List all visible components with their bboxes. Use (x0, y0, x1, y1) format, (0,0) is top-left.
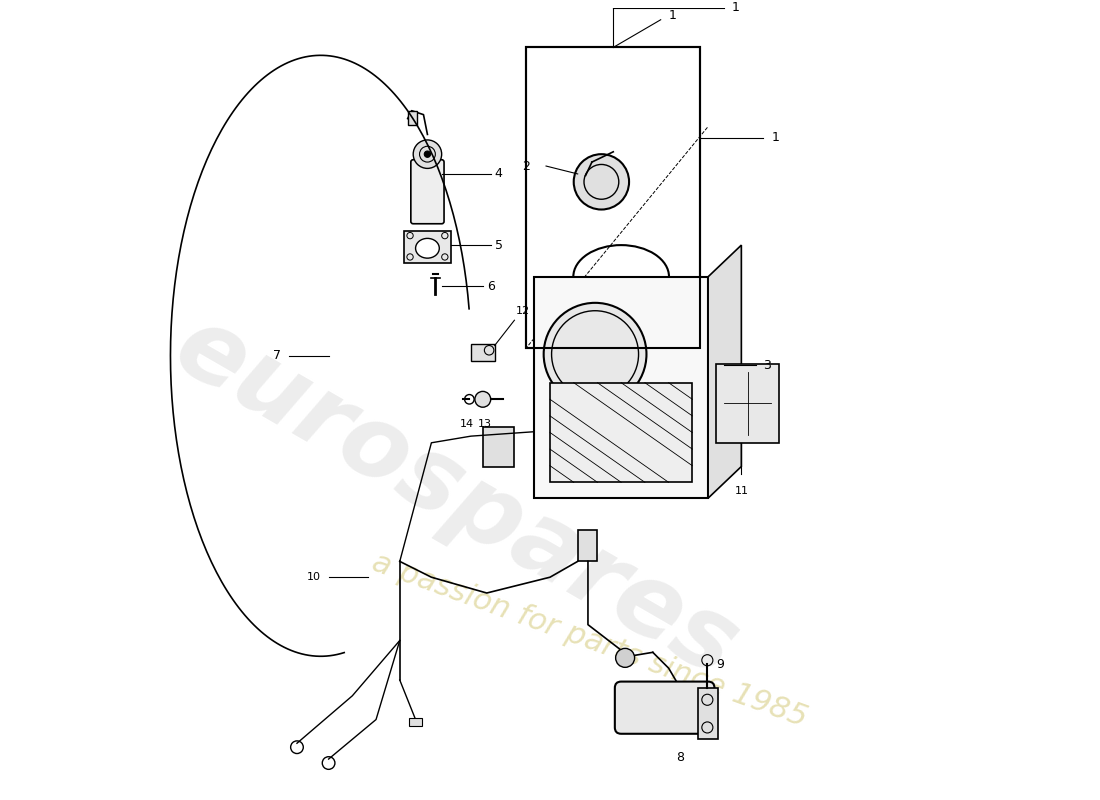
Text: 10: 10 (307, 572, 321, 582)
Circle shape (574, 154, 629, 210)
Text: 13: 13 (477, 419, 492, 429)
Circle shape (475, 391, 491, 407)
Text: 3: 3 (763, 358, 771, 372)
Bar (716, 364, 779, 442)
Bar (526, 47, 701, 348)
Bar (550, 382, 692, 482)
Text: 12: 12 (516, 306, 530, 316)
Text: 8: 8 (676, 751, 684, 764)
Bar (409, 718, 422, 726)
Text: 11: 11 (735, 486, 748, 496)
Circle shape (414, 140, 442, 169)
Bar (471, 344, 495, 362)
Bar (535, 277, 708, 498)
Text: 6: 6 (486, 280, 495, 293)
Text: 4: 4 (495, 167, 503, 181)
Text: 1: 1 (669, 10, 676, 22)
Polygon shape (708, 245, 741, 498)
Text: 14: 14 (460, 419, 474, 429)
Bar (578, 530, 597, 562)
Text: 7: 7 (273, 350, 282, 362)
Bar (408, 110, 417, 125)
Text: 2: 2 (522, 159, 530, 173)
Circle shape (616, 648, 635, 667)
Bar (526, 47, 701, 348)
Text: eurospares: eurospares (157, 298, 754, 698)
Text: 5: 5 (495, 238, 503, 252)
Text: 9: 9 (716, 658, 724, 670)
Bar (404, 231, 451, 262)
FancyBboxPatch shape (615, 682, 715, 734)
Circle shape (543, 303, 647, 406)
Bar (697, 688, 717, 739)
Text: 1: 1 (771, 131, 779, 144)
FancyBboxPatch shape (410, 160, 444, 224)
Circle shape (425, 151, 430, 158)
Text: 1: 1 (732, 2, 739, 14)
Text: a passion for parts since 1985: a passion for parts since 1985 (368, 548, 811, 733)
Ellipse shape (416, 238, 439, 258)
Bar (483, 427, 515, 466)
